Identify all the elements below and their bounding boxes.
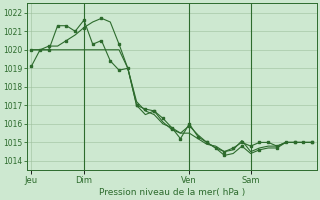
X-axis label: Pression niveau de la mer( hPa ): Pression niveau de la mer( hPa ): [99, 188, 245, 197]
